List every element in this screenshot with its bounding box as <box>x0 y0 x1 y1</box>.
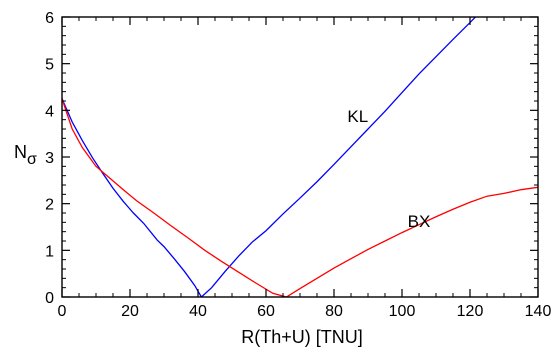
y-tick-label: 6 <box>45 10 54 27</box>
x-tick-label: 80 <box>325 303 343 320</box>
series-layer <box>62 17 538 297</box>
y-tick-label: 5 <box>45 57 54 74</box>
y-axis-title-main: N <box>14 142 27 162</box>
x-tick-label: 0 <box>58 303 67 320</box>
x-tick-label: 20 <box>121 303 139 320</box>
y-axis-title: Nσ <box>14 142 37 168</box>
y-tick-label: 2 <box>45 197 54 214</box>
y-tick-label: 0 <box>45 290 54 307</box>
x-tick-label: 100 <box>389 303 416 320</box>
y-axis-title-subscript: σ <box>27 151 37 168</box>
axis-layer: 0 20 40 60 80 100 120 140 0 1 2 3 4 5 6 KL BX <box>45 10 551 320</box>
x-tick-label: 40 <box>189 303 207 320</box>
series-line-bx <box>62 98 538 297</box>
series-line-kl <box>62 17 477 297</box>
series-label-kl: KL <box>347 107 368 126</box>
x-axis-title: R(Th+U) [TNU] <box>241 327 363 347</box>
x-tick-label: 140 <box>525 303 552 320</box>
plot-frame <box>61 16 539 298</box>
x-tick-label: 60 <box>257 303 275 320</box>
x-tick-label: 120 <box>457 303 484 320</box>
y-tick-label: 3 <box>45 150 54 167</box>
y-tick-label: 4 <box>45 103 54 120</box>
series-label-bx: BX <box>408 212 431 231</box>
y-tick-label: 1 <box>45 243 54 260</box>
